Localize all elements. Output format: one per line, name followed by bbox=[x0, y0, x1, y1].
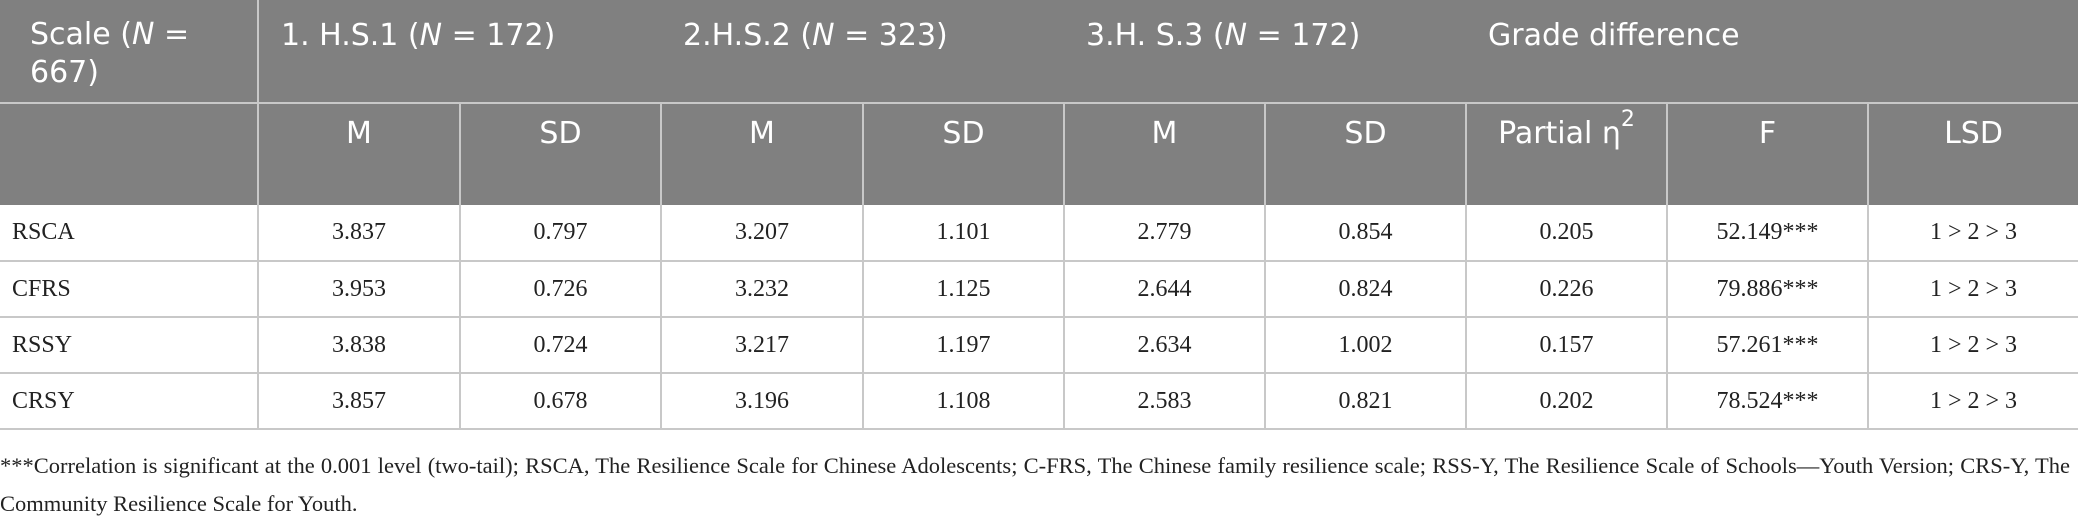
text: = 667) bbox=[30, 17, 190, 90]
cell: 3.207 bbox=[660, 205, 864, 262]
cell: 1 > 2 > 3 bbox=[1867, 373, 2078, 430]
table: Scale (N = 667) 1. H.S.1 (N = 172) 2.H.S.2… bbox=[0, 0, 2078, 430]
header-cell: M bbox=[258, 103, 461, 205]
cell: 2.779 bbox=[1063, 205, 1266, 262]
cell: 1 > 2 > 3 bbox=[1867, 261, 2078, 318]
footnote: ***Correlation is significant at the 0.0… bbox=[0, 453, 2070, 516]
cell: CRSY bbox=[0, 373, 259, 430]
italic-text: N bbox=[812, 18, 835, 53]
italic-text: N bbox=[1224, 18, 1248, 53]
text: = 323) bbox=[834, 18, 948, 53]
body-row: CRSY 3.857 0.678 3.196 1.108 2.583 0.821 0.202 7… bbox=[0, 373, 2078, 430]
cell: 0.821 bbox=[1264, 373, 1467, 430]
header-cell: LSD bbox=[1868, 103, 2078, 205]
text: 2.H.S.2 ( bbox=[683, 18, 813, 53]
cell: 0.854 bbox=[1264, 205, 1467, 262]
cell: 0.824 bbox=[1264, 261, 1467, 318]
cell: 2.634 bbox=[1063, 317, 1266, 374]
text: SD bbox=[942, 116, 985, 151]
cell: 78.524*** bbox=[1666, 373, 1869, 430]
header-cell: SD bbox=[1265, 103, 1467, 205]
header-cell: 2.H.S.2 (N = 323) bbox=[661, 0, 1064, 104]
cell: 0.226 bbox=[1465, 261, 1668, 318]
cell: 79.886*** bbox=[1666, 261, 1869, 318]
cell: 3.217 bbox=[660, 317, 864, 374]
cell: 0.157 bbox=[1465, 317, 1668, 374]
text: 1. H.S.1 ( bbox=[281, 18, 420, 53]
cell: 1 > 2 > 3 bbox=[1867, 317, 2078, 374]
text: Partial η bbox=[1498, 116, 1621, 151]
italic-text: N bbox=[131, 17, 155, 52]
header-cell: Scale (N = 667) bbox=[0, 0, 259, 104]
italic-text: N bbox=[419, 18, 443, 53]
cell: RSCA bbox=[0, 205, 259, 262]
text: Scale ( bbox=[30, 17, 132, 52]
cell: 0.202 bbox=[1465, 373, 1668, 430]
cell: 3.196 bbox=[660, 373, 864, 430]
cell: 52.149*** bbox=[1666, 205, 1869, 262]
cell: 1.125 bbox=[862, 261, 1065, 318]
header-cell: Grade difference bbox=[1466, 0, 2078, 104]
cell: 3.857 bbox=[257, 373, 461, 430]
text: F bbox=[1758, 116, 1777, 151]
header-cell: 1. H.S.1 (N = 172) bbox=[258, 0, 661, 104]
text: M bbox=[346, 116, 372, 151]
header-cell: Partial η2 bbox=[1466, 103, 1668, 205]
text: M bbox=[749, 116, 775, 151]
cell: 1.108 bbox=[862, 373, 1065, 430]
cell: 0.678 bbox=[459, 373, 662, 430]
body-row: RSCA 3.837 0.797 3.207 1.101 2.779 0.854 0.205 5… bbox=[0, 205, 2078, 262]
cell: 3.838 bbox=[257, 317, 461, 374]
text: SD bbox=[539, 116, 582, 151]
text: Grade difference bbox=[1488, 18, 1740, 53]
cell: 2.644 bbox=[1063, 261, 1266, 318]
cell: 0.726 bbox=[459, 261, 662, 318]
cell: 1.197 bbox=[862, 317, 1065, 374]
cell: 1 > 2 > 3 bbox=[1867, 205, 2078, 262]
cell: 57.261*** bbox=[1666, 317, 1869, 374]
cell: 2.583 bbox=[1063, 373, 1266, 430]
header-cell: SD bbox=[460, 103, 662, 205]
text: M bbox=[1151, 116, 1178, 151]
text: 3.H. S.3 ( bbox=[1086, 18, 1225, 53]
header-cell: M bbox=[1064, 103, 1266, 205]
body-row: CFRS 3.953 0.726 3.232 1.125 2.644 0.824 0.226 7… bbox=[0, 261, 2078, 318]
cell: 0.797 bbox=[459, 205, 662, 262]
cell: 3.837 bbox=[257, 205, 461, 262]
cell: 3.953 bbox=[257, 261, 461, 318]
cell: 3.232 bbox=[660, 261, 864, 318]
header-cell: 3.H. S.3 (N = 172) bbox=[1064, 0, 1466, 104]
body-row: RSSY 3.838 0.724 3.217 1.197 2.634 1.002 0.157 5… bbox=[0, 317, 2078, 374]
cell: RSSY bbox=[0, 317, 259, 374]
cell: 0.205 bbox=[1465, 205, 1668, 262]
cell: 0.724 bbox=[459, 317, 662, 374]
text: LSD bbox=[1944, 116, 2003, 151]
header-row: Scale (N = 667) 1. H.S.1 (N = 172) 2.H.S.2… bbox=[0, 0, 2078, 104]
header-cell: F bbox=[1667, 103, 1869, 205]
cell: 1.101 bbox=[862, 205, 1065, 262]
subheader-row: M SD M SD M SD Partial η2 F LSD bbox=[0, 103, 2078, 205]
header-cell bbox=[0, 103, 259, 205]
text: = 172) bbox=[442, 18, 556, 53]
text: 2 bbox=[1620, 107, 1635, 132]
cell: CFRS bbox=[0, 261, 259, 318]
header-cell: M bbox=[661, 103, 864, 205]
text: SD bbox=[1344, 116, 1387, 151]
text: = 172) bbox=[1247, 18, 1361, 53]
header-cell: SD bbox=[863, 103, 1065, 205]
cell: 1.002 bbox=[1264, 317, 1467, 374]
